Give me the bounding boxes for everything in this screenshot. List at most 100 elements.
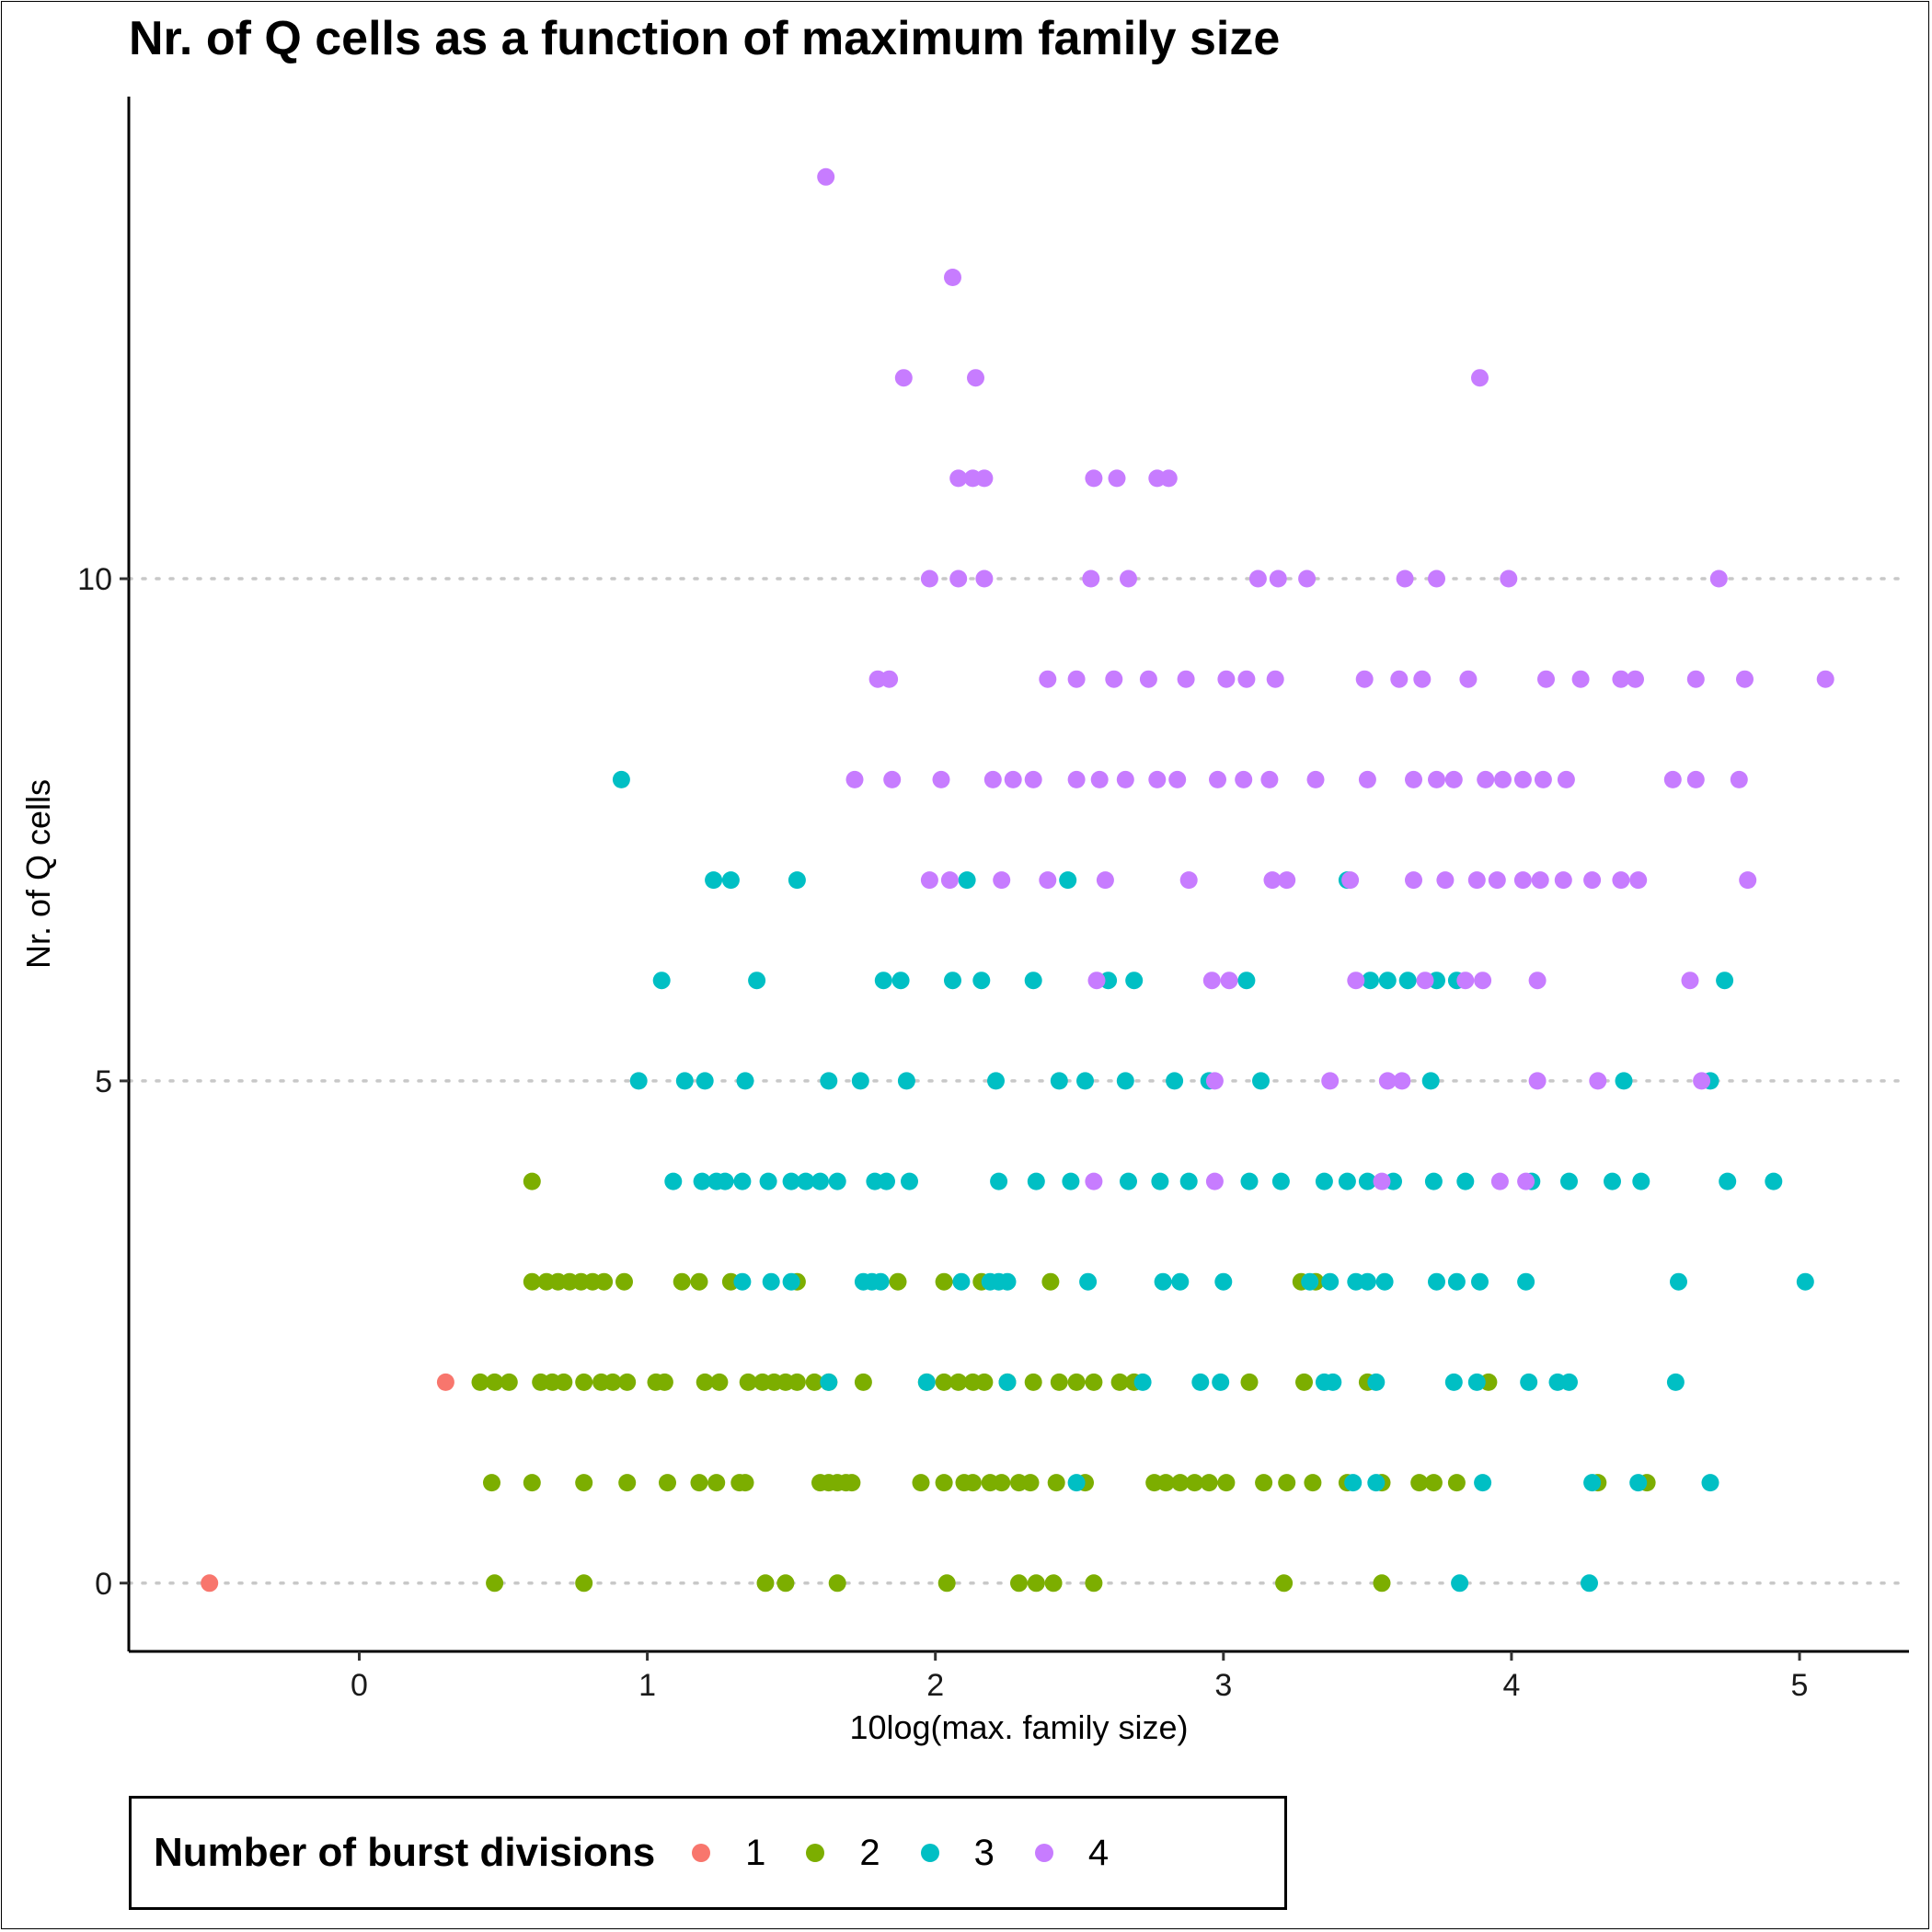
data-point-series-4 bbox=[1116, 770, 1134, 788]
data-point-series-3 bbox=[1344, 1474, 1363, 1492]
data-point-series-4 bbox=[1494, 770, 1512, 788]
data-point-series-4 bbox=[894, 369, 913, 387]
data-point-series-2 bbox=[1021, 1474, 1040, 1492]
y-tick-label: 10 bbox=[77, 562, 112, 597]
data-point-series-4 bbox=[1105, 670, 1123, 688]
data-point-series-3 bbox=[736, 1072, 754, 1090]
data-point-series-4 bbox=[1528, 1072, 1547, 1090]
data-point-series-4 bbox=[1390, 670, 1409, 688]
data-point-series-3 bbox=[721, 871, 740, 890]
data-point-series-2 bbox=[963, 1474, 982, 1492]
data-point-series-3 bbox=[1581, 1574, 1598, 1593]
data-point-series-2 bbox=[523, 1474, 541, 1492]
data-point-series-2 bbox=[843, 1474, 861, 1492]
data-point-series-3 bbox=[1116, 1072, 1134, 1090]
data-point-series-2 bbox=[805, 1373, 823, 1391]
data-point-series-2 bbox=[935, 1272, 953, 1291]
data-point-series-3 bbox=[851, 1072, 869, 1090]
data-point-series-4 bbox=[1148, 770, 1167, 788]
data-point-series-4 bbox=[1405, 770, 1422, 788]
data-point-series-4 bbox=[1373, 1172, 1391, 1190]
data-point-series-4 bbox=[1428, 770, 1445, 788]
data-point-series-4 bbox=[1629, 871, 1648, 890]
data-point-series-4 bbox=[1260, 770, 1279, 788]
data-point-series-3 bbox=[1629, 1474, 1648, 1492]
data-point-series-3 bbox=[733, 1172, 752, 1190]
data-point-series-3 bbox=[874, 972, 892, 990]
data-point-series-4 bbox=[983, 770, 1002, 788]
legend-title: Number of burst divisions bbox=[154, 1830, 656, 1875]
x-tick-label: 5 bbox=[1791, 1668, 1809, 1703]
data-points bbox=[201, 167, 1834, 1593]
data-point-series-4 bbox=[883, 770, 902, 788]
data-point-series-3 bbox=[944, 972, 961, 990]
data-point-series-4 bbox=[1571, 670, 1590, 688]
data-point-series-3 bbox=[1191, 1373, 1210, 1391]
data-point-series-4 bbox=[1816, 670, 1834, 688]
data-point-series-3 bbox=[1456, 1172, 1475, 1190]
data-point-series-4 bbox=[1209, 770, 1226, 788]
data-point-series-2 bbox=[1085, 1373, 1103, 1391]
data-point-series-2 bbox=[1110, 1373, 1129, 1391]
data-point-series-3 bbox=[1125, 972, 1144, 990]
data-point-series-2 bbox=[483, 1474, 500, 1492]
data-point-series-3 bbox=[1520, 1373, 1538, 1391]
data-point-series-3 bbox=[1367, 1474, 1386, 1492]
data-point-series-3 bbox=[897, 1072, 915, 1090]
data-point-series-4 bbox=[1039, 670, 1057, 688]
data-point-series-4 bbox=[1534, 770, 1552, 788]
data-point-series-4 bbox=[1306, 770, 1325, 788]
data-point-series-2 bbox=[575, 1574, 593, 1593]
data-point-series-3 bbox=[958, 871, 976, 890]
data-point-series-2 bbox=[615, 1272, 633, 1291]
data-point-series-3 bbox=[1166, 1072, 1184, 1090]
data-point-series-3 bbox=[987, 1072, 1005, 1090]
data-point-series-2 bbox=[1217, 1474, 1236, 1492]
data-point-series-4 bbox=[1517, 1172, 1535, 1190]
data-point-series-4 bbox=[1248, 569, 1267, 588]
data-point-series-4 bbox=[880, 670, 899, 688]
data-point-series-3 bbox=[1271, 1172, 1290, 1190]
data-point-series-3 bbox=[1701, 1474, 1719, 1492]
data-point-series-3 bbox=[782, 1172, 800, 1190]
data-point-series-2 bbox=[523, 1172, 541, 1190]
data-point-series-4 bbox=[1205, 1172, 1224, 1190]
data-point-series-4 bbox=[1004, 770, 1022, 788]
data-point-series-4 bbox=[1347, 972, 1365, 990]
data-point-series-3 bbox=[1027, 1172, 1045, 1190]
data-point-series-4 bbox=[1217, 670, 1236, 688]
data-point-series-4 bbox=[1612, 871, 1630, 890]
data-point-series-2 bbox=[696, 1373, 714, 1391]
data-point-series-2 bbox=[1424, 1474, 1443, 1492]
data-point-series-3 bbox=[1444, 1373, 1463, 1391]
data-point-series-4 bbox=[1090, 770, 1109, 788]
data-point-series-4 bbox=[932, 770, 950, 788]
data-point-series-3 bbox=[1615, 1072, 1633, 1090]
data-point-series-2 bbox=[575, 1373, 593, 1391]
data-point-series-2 bbox=[486, 1373, 504, 1391]
data-point-series-2 bbox=[1447, 1474, 1466, 1492]
data-point-series-2 bbox=[776, 1574, 795, 1593]
data-point-series-3 bbox=[891, 972, 910, 990]
data-point-series-4 bbox=[1120, 569, 1137, 588]
data-point-series-3 bbox=[1716, 972, 1734, 990]
data-point-series-4 bbox=[817, 167, 835, 186]
y-tick-label: 0 bbox=[95, 1567, 112, 1602]
data-point-series-2 bbox=[1410, 1474, 1429, 1492]
data-point-series-4 bbox=[1085, 1172, 1103, 1190]
data-point-series-4 bbox=[975, 569, 994, 588]
data-point-series-4 bbox=[1554, 871, 1572, 890]
legend-label-3: 3 bbox=[973, 1832, 995, 1873]
legend-label-2: 2 bbox=[859, 1832, 880, 1873]
data-point-series-2 bbox=[707, 1474, 726, 1492]
data-point-series-3 bbox=[1471, 1272, 1489, 1291]
data-point-series-2 bbox=[889, 1272, 907, 1291]
data-point-series-4 bbox=[1589, 1072, 1607, 1090]
data-point-series-2 bbox=[486, 1574, 504, 1593]
x-tick-label: 1 bbox=[638, 1668, 656, 1703]
data-point-series-2 bbox=[1240, 1373, 1259, 1391]
data-point-series-3 bbox=[1604, 1172, 1621, 1190]
data-point-series-4 bbox=[1467, 871, 1486, 890]
data-point-series-3 bbox=[1301, 1272, 1319, 1291]
data-point-series-2 bbox=[690, 1272, 708, 1291]
